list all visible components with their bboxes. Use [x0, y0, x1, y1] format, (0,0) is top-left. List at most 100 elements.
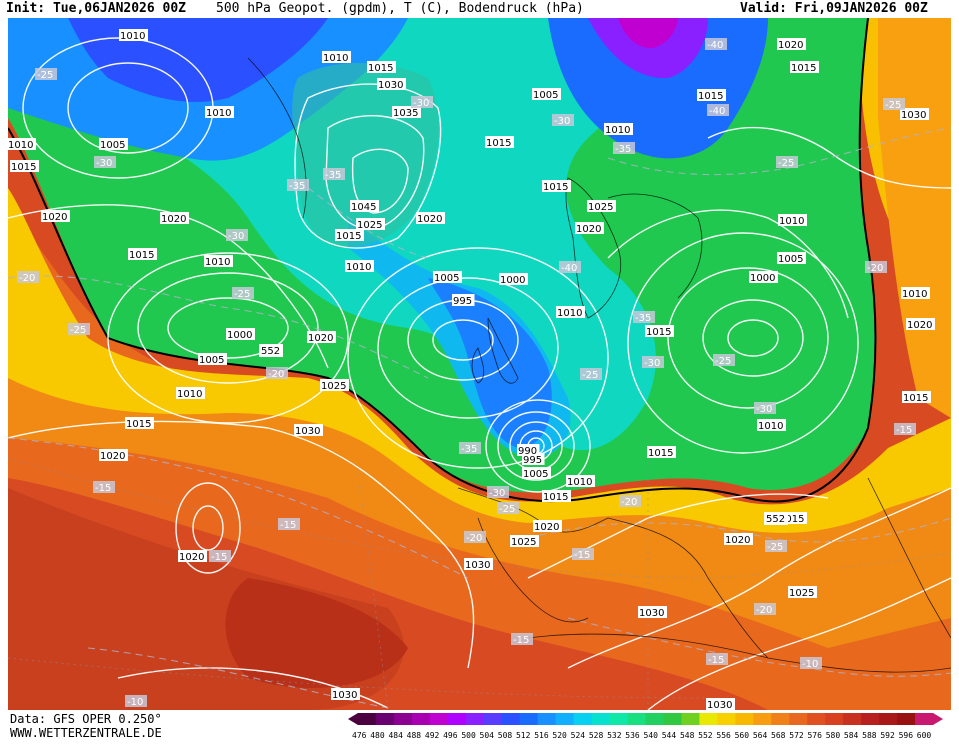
- pressure-label-bg: [335, 229, 364, 241]
- pressure-label: 1005: [199, 355, 224, 366]
- legend-tick-label: 552: [698, 731, 713, 740]
- legend-tick-label: 596: [899, 731, 914, 740]
- temperature-label-bg: [411, 96, 433, 108]
- pressure-label: 1010: [557, 308, 582, 319]
- pressure-label: 1025: [357, 220, 382, 231]
- pressure-label: 1010: [120, 31, 145, 42]
- data-source: Data: GFS OPER 0.250°: [10, 712, 162, 726]
- legend-swatch: [843, 713, 862, 725]
- pressure-label-bg: [749, 271, 778, 283]
- temperature-label-bg: [125, 695, 147, 707]
- pressure-label-bg: [788, 586, 817, 598]
- temperature-label: -25: [37, 70, 53, 81]
- legend-tick-label: 496: [443, 731, 458, 740]
- pressure-label-bg: [778, 214, 807, 226]
- temperature-label: -30: [489, 488, 505, 499]
- temperature-label: -40: [707, 40, 723, 51]
- temperature-label-bg: [580, 368, 602, 380]
- pressure-label-bg: [566, 475, 595, 487]
- pressure-label-bg: [556, 306, 585, 318]
- temperature-label-bg: [613, 142, 635, 154]
- pressure-label-bg: [178, 550, 207, 562]
- pressure-label: 1020: [179, 552, 204, 563]
- legend-swatch: [609, 713, 629, 725]
- pressure-label-bg: [532, 88, 561, 100]
- legend-tick-label: 512: [516, 731, 531, 740]
- legend-swatch: [897, 713, 916, 725]
- temperature-label: -20: [756, 605, 772, 616]
- legend-tick-label: 532: [607, 731, 622, 740]
- legend-tick-label: 480: [370, 731, 385, 740]
- pressure-label-bg: [510, 535, 539, 547]
- map-header: Init: Tue,06JAN2026 00Z 500 hPa Geopot. …: [0, 0, 959, 18]
- pressure-label: 1020: [100, 451, 125, 462]
- legend-swatch: [483, 713, 503, 725]
- pressure-label: 1030: [465, 560, 490, 571]
- legend-tick-label: 560: [735, 731, 750, 740]
- legend-swatch: [861, 713, 880, 725]
- pressure-label-bg: [10, 160, 39, 172]
- pressure-label-bg: [499, 273, 528, 285]
- pressure-label-bg: [377, 78, 406, 90]
- legend-tick-label: 572: [789, 731, 804, 740]
- pressure-label: 1015: [646, 327, 671, 338]
- temperature-label-bg: [278, 518, 300, 530]
- legend-swatch: [663, 713, 682, 725]
- pressure-label: 1025: [321, 381, 346, 392]
- temperature-label-bg: [800, 657, 822, 669]
- legend-tick-label: 600: [917, 731, 932, 740]
- pressure-label: 1005: [434, 273, 459, 284]
- pressure-label-bg: [757, 419, 786, 431]
- temperature-label: -30: [644, 358, 660, 369]
- legend-swatch: [573, 713, 593, 725]
- pressure-label-bg: [204, 255, 233, 267]
- legend-tick-label: 484: [388, 731, 403, 740]
- pressure-label: 1020: [42, 212, 67, 223]
- legend-tick-label: 588: [862, 731, 877, 740]
- pressure-label: 1020: [778, 40, 803, 51]
- temperature-label-bg: [642, 356, 664, 368]
- temperature-label-bg: [894, 423, 916, 435]
- geopot-552-label-east: 552: [766, 514, 785, 525]
- temperature-label-bg: [552, 114, 574, 126]
- pressure-label-bg: [99, 449, 128, 461]
- pressure-label: 1005: [523, 469, 548, 480]
- temperature-label-bg: [287, 179, 309, 191]
- temperature-label-bg: [464, 531, 486, 543]
- legend-arrow-left: [348, 713, 358, 725]
- pressure-label-bg: [638, 606, 667, 618]
- geopot-552-label-west: 552: [261, 346, 280, 357]
- pressure-label: 1030: [295, 426, 320, 437]
- temperature-label: -15: [574, 550, 590, 561]
- pressure-label-bg: [320, 379, 349, 391]
- pressure-label: 1020: [725, 535, 750, 546]
- temperature-label-bg: [459, 442, 481, 454]
- temperature-label-bg: [865, 261, 887, 273]
- temperature-label: -10: [802, 659, 818, 670]
- pressure-label: 1000: [227, 330, 252, 341]
- pressure-label: 1045: [351, 202, 376, 213]
- pressure-label-bg: [464, 558, 493, 570]
- pressure-label-bg: [226, 328, 255, 340]
- legend-tick-label: 508: [498, 731, 513, 740]
- pressure-label-bg: [392, 106, 421, 118]
- temperature-label: -25: [778, 158, 794, 169]
- legend-swatch: [771, 713, 790, 725]
- pressure-label-bg: [724, 533, 753, 545]
- legend-swatch: [753, 713, 772, 725]
- valid-time: Valid: Fri,09JAN2026 00Z: [740, 1, 928, 16]
- pressure-label: 1000: [500, 275, 525, 286]
- temperature-label: -30: [228, 231, 244, 242]
- pressure-label: 1015: [698, 91, 723, 102]
- pressure-label-bg: [542, 490, 571, 502]
- pressure-label-bg: [331, 688, 360, 700]
- pressure-label: 1030: [378, 80, 403, 91]
- pressure-label: 1025: [789, 588, 814, 599]
- legend-tick-label: 592: [880, 731, 895, 740]
- temperature-label-bg: [707, 104, 729, 116]
- temperature-label-bg: [35, 68, 57, 80]
- temperature-label-bg: [323, 168, 345, 180]
- pressure-label-bg: [900, 108, 929, 120]
- pressure-label-bg: [367, 61, 396, 73]
- temperature-label: -35: [635, 313, 651, 324]
